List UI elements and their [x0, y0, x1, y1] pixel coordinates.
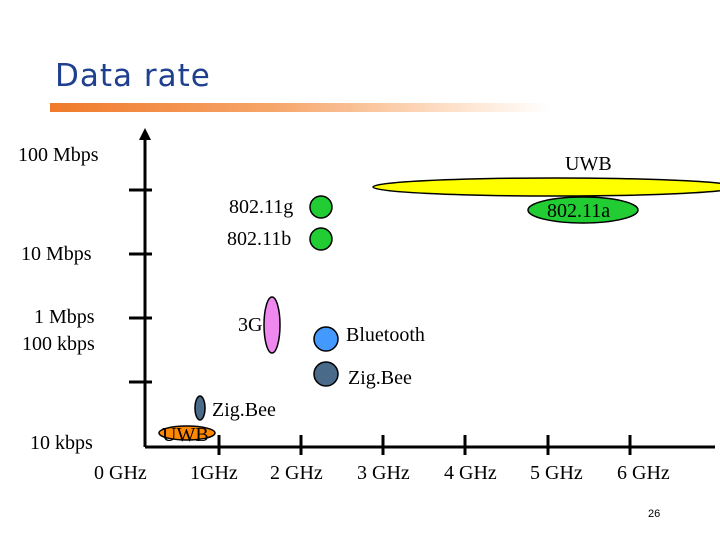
uwb-low-ellipse — [158, 425, 216, 441]
y-label-100mbps: 100 Mbps — [18, 144, 99, 166]
uwb-low-label: UWB — [162, 424, 209, 446]
wifi-a-ellipse — [527, 196, 639, 224]
x-label-4ghz: 4 GHz — [444, 462, 497, 484]
y-label-1mbps: 1 Mbps — [34, 306, 95, 328]
x-label-3ghz: 3 GHz — [357, 462, 410, 484]
wifi-g-circle — [309, 195, 333, 219]
wifi-b-label: 802.11b — [227, 228, 291, 250]
wifi-g-label: 802.11g — [229, 196, 293, 218]
title-underline-bar — [50, 103, 550, 112]
uwb-band-ellipse — [372, 177, 720, 197]
zigbee-low-label: Zig.Bee — [212, 399, 276, 421]
x-label-0ghz: 0 GHz — [94, 462, 147, 484]
uwb-label: UWB — [565, 153, 612, 175]
y-label-100kbps: 100 kbps — [22, 333, 95, 355]
y-label-10mbps: 10 Mbps — [21, 243, 92, 265]
x-label-2ghz: 2 GHz — [270, 462, 323, 484]
zigbee-24-label: Zig.Bee — [348, 367, 412, 389]
3g-ellipse — [263, 296, 281, 354]
y-label-10kbps: 10 kbps — [30, 432, 93, 454]
3g-label: 3G — [238, 314, 262, 336]
wifi-b-circle — [309, 227, 333, 251]
bluetooth-label: Bluetooth — [346, 324, 425, 346]
y-axis-arrow — [139, 128, 151, 140]
zigbee-low-ellipse — [194, 395, 206, 421]
zigbee-24-circle — [313, 361, 339, 387]
bluetooth-circle — [313, 326, 339, 352]
wifi-a-label: 802.11a — [547, 200, 610, 222]
x-label-6ghz: 6 GHz — [617, 462, 670, 484]
x-label-1ghz: 1GHz — [190, 462, 238, 484]
slide-title: Data rate — [55, 58, 211, 94]
x-label-5ghz: 5 GHz — [530, 462, 583, 484]
page-number: 26 — [648, 508, 660, 520]
